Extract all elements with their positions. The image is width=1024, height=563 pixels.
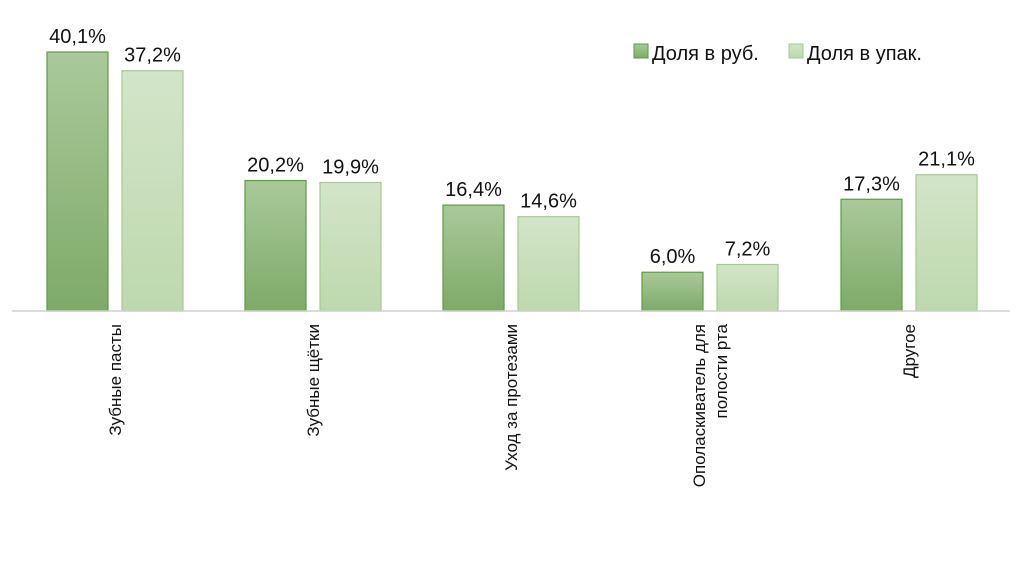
legend-label-pack: Доля в упак.	[807, 43, 922, 65]
legend-swatch-pack	[788, 43, 804, 59]
bar-series0-cat3	[641, 271, 704, 312]
category-label-3-line-1: полости рта	[712, 323, 731, 418]
data-label-series0-cat2: 16,4%	[445, 179, 502, 201]
bar-series1-cat2	[517, 216, 580, 312]
category-label-0-line-0: Зубные пасты	[106, 324, 125, 436]
bar-series1-cat1	[319, 181, 382, 312]
legend: Доля в руб. Доля в упак.	[633, 43, 922, 65]
data-labels-layer: 40,1% 20,2% 16,4% 6,0% 17,3% 37,2% 19,9% 14,6% 7…	[49, 26, 975, 268]
bar-series0-cat4	[840, 198, 903, 312]
bar-series1-cat0	[121, 70, 184, 312]
data-label-series1-cat1: 19,9%	[322, 156, 379, 178]
category-label-4: Другое	[900, 324, 919, 378]
category-label-2: Уход за протезами	[502, 324, 521, 471]
bar-series0-cat0	[46, 51, 109, 312]
data-label-series0-cat1: 20,2%	[247, 155, 304, 177]
category-labels-layer: Зубные пасты Зубные щётки Уход за протезам…	[106, 323, 919, 487]
bar-series1-cat4	[915, 174, 978, 312]
category-label-2-line-0: Уход за протезами	[502, 324, 521, 471]
bars-layer	[46, 51, 978, 312]
category-label-3-line-0: Ополаскиватель для	[690, 324, 709, 487]
category-label-1: Зубные щётки	[304, 324, 323, 437]
data-label-series1-cat3: 7,2%	[725, 238, 771, 260]
category-label-4-line-0: Другое	[900, 324, 919, 378]
data-label-series0-cat0: 40,1%	[49, 26, 106, 48]
data-label-series1-cat4: 21,1%	[918, 149, 975, 171]
legend-swatch-rub	[633, 43, 649, 59]
data-label-series0-cat4: 17,3%	[843, 173, 900, 195]
data-label-series0-cat3: 6,0%	[650, 246, 696, 268]
data-label-series1-cat0: 37,2%	[124, 45, 181, 67]
bar-series0-cat2	[442, 204, 505, 312]
bar-series1-cat3	[716, 263, 779, 312]
category-label-3: Ополаскиватель для полости рта	[690, 323, 731, 487]
bar-series0-cat1	[244, 179, 307, 312]
legend-label-rub: Доля в руб.	[652, 43, 759, 65]
category-label-1-line-0: Зубные щётки	[304, 324, 323, 437]
category-label-0: Зубные пасты	[106, 324, 125, 436]
data-label-series1-cat2: 14,6%	[520, 191, 577, 213]
